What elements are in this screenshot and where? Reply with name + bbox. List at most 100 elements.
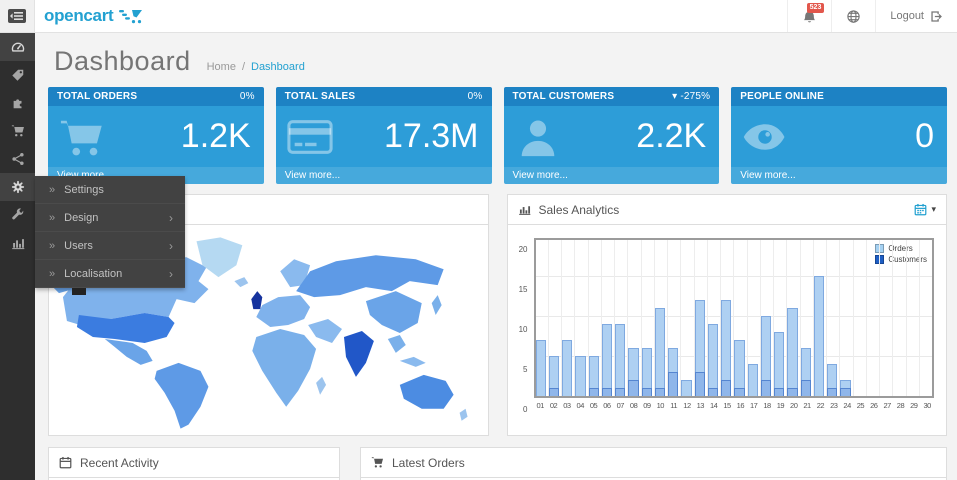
chart-bar-slot xyxy=(668,240,682,396)
cart-logo-icon xyxy=(119,9,143,23)
orders-bar xyxy=(813,276,824,396)
x-tick-label: 17 xyxy=(750,401,758,410)
notifications-button[interactable]: 523 xyxy=(787,0,831,32)
shopping-cart-icon xyxy=(59,117,105,157)
breadcrumb-home-link[interactable]: Home xyxy=(206,61,236,73)
chart-bar-slot xyxy=(588,240,602,396)
map-region-uk xyxy=(251,291,263,310)
chart-bar-slot xyxy=(827,240,841,396)
date-range-button[interactable]: ▾ xyxy=(914,203,936,216)
x-tick-label: 27 xyxy=(883,401,891,410)
gear-icon xyxy=(11,180,24,194)
map-region-iceland xyxy=(234,277,249,288)
x-tick-label: 23 xyxy=(830,401,838,410)
orders-bar xyxy=(681,380,692,396)
sidebar-item-tools[interactable] xyxy=(0,201,35,229)
y-tick-label: 20 xyxy=(518,245,528,254)
sidebar-toggle-button[interactable] xyxy=(0,0,35,32)
double-chevron-icon: » xyxy=(49,211,56,224)
customers-bar xyxy=(654,388,665,396)
map-region-se-asia xyxy=(387,334,406,353)
x-tick-label: 26 xyxy=(870,401,878,410)
sidebar-item-dashboard[interactable] xyxy=(0,33,35,61)
view-more-link[interactable]: View more... xyxy=(275,167,492,184)
breadcrumb-current-link[interactable]: Dashboard xyxy=(251,61,305,73)
orders-bar xyxy=(747,364,758,396)
sidebar-item-catalog[interactable] xyxy=(0,61,35,89)
x-tick-label: 11 xyxy=(670,401,677,410)
submenu-label: Users xyxy=(64,239,93,252)
view-more-link[interactable]: View more... xyxy=(731,167,947,184)
recent-activity-header: Recent Activity xyxy=(49,448,339,478)
sidebar-item-extensions[interactable] xyxy=(0,89,35,117)
chart-bar-slot xyxy=(628,240,642,396)
y-tick-label: 0 xyxy=(523,405,528,414)
submenu-item-design[interactable]: » Design › xyxy=(35,204,185,232)
customers-bar xyxy=(668,372,679,396)
sidebar-item-sales[interactable] xyxy=(0,117,35,145)
x-tick-label: 02 xyxy=(549,401,558,410)
chart-bar-slot xyxy=(920,240,932,396)
submenu-item-localisation[interactable]: » Localisation › xyxy=(35,260,185,288)
chart-bar-slot xyxy=(641,240,655,396)
orders-bar xyxy=(548,356,559,396)
page-title: Dashboard xyxy=(54,46,191,76)
double-chevron-icon: » xyxy=(49,267,56,280)
map-region-indonesia xyxy=(399,356,426,367)
x-tick-label: 28 xyxy=(896,401,905,410)
tile-percent: ▾ -275% xyxy=(672,91,711,102)
chart-bar-slot xyxy=(734,240,748,396)
logout-button[interactable]: Logout xyxy=(875,0,957,32)
submenu-item-users[interactable]: » Users › xyxy=(35,232,185,260)
recent-activity-title: Recent Activity xyxy=(80,455,159,470)
customers-bar xyxy=(721,380,732,396)
opencart-logo[interactable]: opencart xyxy=(35,0,144,32)
x-tick-label: 08 xyxy=(629,401,638,410)
chart-bar-slot xyxy=(854,240,867,396)
x-tick-label: 09 xyxy=(643,401,651,410)
tile-value: 1.2K xyxy=(180,117,251,155)
customers-bar xyxy=(588,388,599,396)
legend-label: Customers xyxy=(888,255,927,264)
breadcrumb: Home / Dashboard xyxy=(207,61,305,73)
x-tick-label: 22 xyxy=(816,401,825,410)
submenu-shadow-notch xyxy=(72,288,86,295)
orders-bar xyxy=(721,300,732,396)
orders-bar xyxy=(800,348,811,396)
customers-bar xyxy=(800,380,811,396)
submenu-label: Localisation xyxy=(64,267,123,280)
latest-orders-panel: Latest Orders xyxy=(360,447,947,480)
chart-bar-slot xyxy=(760,240,774,396)
view-more-link[interactable]: View more... xyxy=(503,167,720,184)
world-map-panel-header xyxy=(49,195,488,225)
submenu-item-settings[interactable]: » Settings xyxy=(35,176,185,204)
chart-ylabels: 0 5 10 15 20 xyxy=(514,238,530,414)
x-tick-label: 16 xyxy=(736,401,745,410)
double-chevron-icon: » xyxy=(49,183,56,196)
x-tick-label: 18 xyxy=(763,401,771,410)
sidebar-item-marketing[interactable] xyxy=(0,145,35,173)
x-tick-label: 12 xyxy=(683,401,691,410)
chart-bar-slot xyxy=(575,240,589,396)
wrench-icon xyxy=(11,208,23,220)
tile-value: 0 xyxy=(915,117,934,155)
customers-bar xyxy=(628,380,639,396)
orders-bar xyxy=(694,300,705,396)
sidebar-item-reports[interactable] xyxy=(0,229,35,257)
credit-card-icon xyxy=(287,117,333,157)
x-tick-label: 03 xyxy=(563,401,571,410)
sales-analytics-header: Sales Analytics ▾ xyxy=(507,195,946,225)
customers-bar xyxy=(760,380,771,396)
chart-bar-slot xyxy=(694,240,708,396)
x-tick-label: 10 xyxy=(656,401,665,410)
notification-count-badge: 523 xyxy=(806,3,825,13)
customers-bar xyxy=(548,388,559,396)
chart-icon xyxy=(518,206,530,215)
customers-bar xyxy=(774,388,785,396)
stores-button[interactable] xyxy=(831,0,875,32)
sales-chart: 0 5 10 15 20 Orders Customers 01 02 03 04 05 06 07 0… xyxy=(519,238,934,414)
tile-title: TOTAL SALES xyxy=(284,91,356,102)
x-tick-label: 25 xyxy=(856,401,865,410)
customers-bar xyxy=(615,388,626,396)
sidebar-item-system[interactable] xyxy=(0,173,35,201)
